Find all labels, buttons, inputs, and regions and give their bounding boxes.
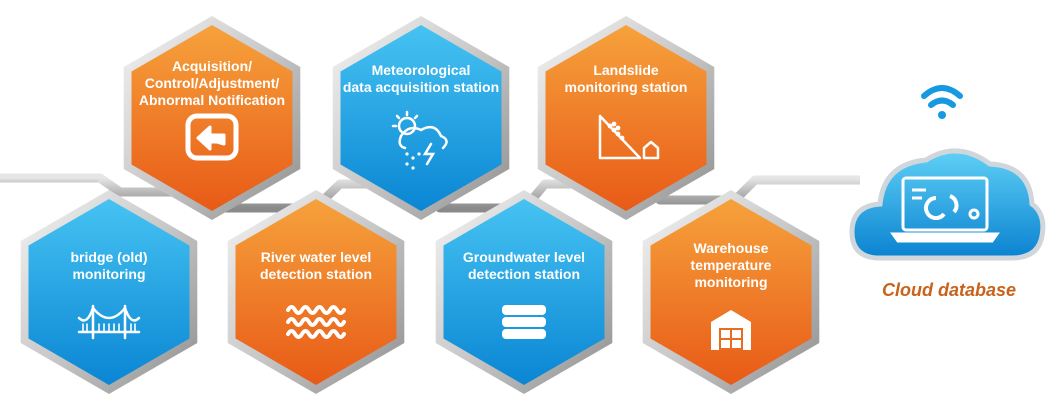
weather-storm-icon	[391, 110, 448, 170]
hexagon-label-river: River water level detection station	[226, 249, 406, 283]
laptop-icon	[890, 176, 1000, 243]
hexagon-fill	[545, 25, 707, 211]
warehouse-icon	[711, 310, 751, 350]
hexagon-label-groundwater: Groundwater level detection station	[434, 249, 614, 283]
hexagon-label-landslide: Landslide monitoring station	[536, 62, 716, 96]
hexagon-fill	[28, 199, 190, 385]
hexagon-label-warehouse: Warehouse temperature monitoring	[641, 240, 821, 291]
hexagon-label-acquisition: Acquisition/Control/Adjustment/Abnormal …	[122, 58, 302, 109]
hexagon-label-line: River water level	[260, 249, 372, 265]
wifi-icon	[921, 85, 963, 119]
hexagon-label-line: detection station	[259, 266, 372, 282]
hexagon-bridge	[20, 190, 198, 394]
hexagon-label-line: data acquisition station	[342, 79, 500, 95]
hexagon-warehouse	[642, 190, 820, 394]
hexagon-label-line: bridge (old)	[70, 249, 148, 265]
hexagon-label-line: Landslide	[593, 62, 659, 78]
hexagon-label-line: detection station	[467, 266, 580, 282]
cloud-database-caption: Cloud database	[881, 280, 1017, 300]
hexagon-label-line: Meteorological	[371, 62, 471, 78]
return-arrow-icon	[185, 113, 239, 161]
hexagon-fill	[443, 199, 605, 385]
hexagon-label-line: temperature	[690, 257, 772, 273]
hexagon-fill	[235, 199, 397, 385]
hexagon-fill	[650, 199, 812, 385]
bridge-icon	[77, 304, 141, 340]
hexagon-label-line: monitoring	[694, 274, 768, 290]
hexagon-landslide	[537, 16, 715, 220]
hexagon-groundwater	[435, 190, 613, 394]
hexagon-label-line: Warehouse	[693, 240, 769, 256]
hexagon-label-line: Groundwater level	[462, 249, 586, 265]
hexagon-label-bridge: bridge (old) monitoring	[19, 249, 199, 283]
hexagon-nodes	[20, 16, 820, 394]
hexagon-label-line: Acquisition/	[171, 58, 253, 74]
hexagon-river	[227, 190, 405, 394]
hexagon-meteorological	[332, 16, 510, 220]
landslide-icon	[598, 114, 660, 160]
hexagon-label-line: Abnormal Notification	[138, 92, 286, 108]
hexagon-label-line: Control/Adjustment/	[144, 75, 280, 91]
cloud-icon	[849, 148, 1046, 261]
hexagon-label-line: monitoring	[72, 266, 146, 282]
hexagon-label-line: monitoring station	[564, 79, 688, 95]
cloud-database	[849, 85, 1046, 261]
hexagon-acquisition	[123, 16, 301, 220]
hexagon-fill	[340, 25, 502, 211]
layers-stack-icon	[502, 305, 546, 339]
water-waves-icon	[286, 305, 346, 339]
hexagon-label-meteorological: Meteorological data acquisition station	[331, 62, 511, 96]
